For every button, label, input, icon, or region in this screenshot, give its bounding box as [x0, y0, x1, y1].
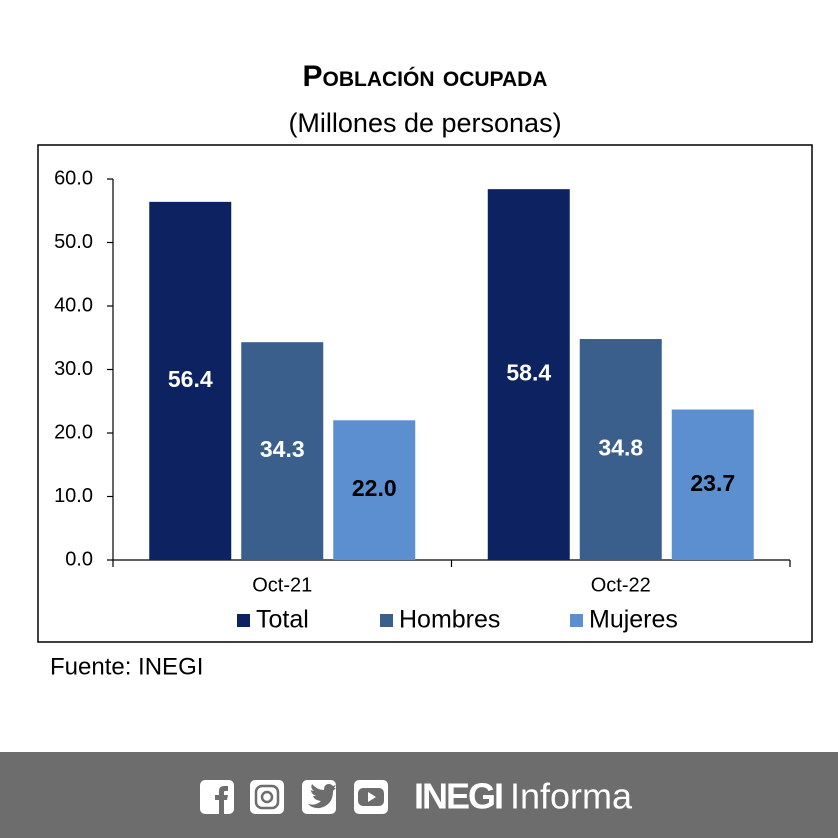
x-tick-label: Oct-21: [252, 574, 312, 596]
y-tick-label: 50.0: [54, 231, 93, 253]
youtube-play: [368, 792, 376, 802]
y-tick-label: 0.0: [65, 548, 93, 570]
bar: [671, 409, 754, 560]
chart-subtitle: (Millones de personas): [288, 108, 561, 138]
bar: [149, 201, 232, 561]
y-tick-label: 30.0: [54, 358, 93, 380]
value-label: 23.7: [690, 470, 735, 496]
bar: [333, 420, 416, 560]
instagram-lens: [260, 790, 274, 804]
legend-label: Total: [256, 606, 309, 634]
source: Fuente: INEGI: [50, 653, 203, 680]
legend-swatch: [237, 614, 250, 627]
footer-band: [0, 752, 838, 838]
y-tick-label: 20.0: [54, 421, 93, 443]
bar: [579, 339, 662, 560]
footer-brand: INEGI: [414, 776, 502, 817]
value-label: 34.8: [598, 435, 643, 461]
value-label: 56.4: [168, 366, 213, 392]
value-label: 58.4: [506, 360, 551, 386]
footer-tagline: Informa: [510, 776, 633, 817]
legend-label: Mujeres: [589, 606, 678, 634]
x-tick-label: Oct-22: [591, 574, 651, 596]
social-icons: [200, 780, 388, 814]
legend-swatch: [380, 614, 393, 627]
value-label: 22.0: [352, 475, 397, 501]
y-tick-label: 40.0: [54, 294, 93, 316]
bar: [241, 342, 324, 560]
y-tick-label: 60.0: [54, 167, 93, 189]
value-label: 34.3: [260, 436, 305, 462]
twitter-glyph: [308, 784, 336, 809]
facebook-glyph: [215, 786, 228, 814]
instagram-glyph: [254, 784, 280, 810]
y-tick-label: 10.0: [54, 485, 93, 507]
legend-swatch: [570, 614, 583, 627]
chart-frame: [37, 144, 813, 643]
legend-label: Hombres: [399, 606, 500, 634]
bar: [487, 189, 570, 560]
chart-title: Población ocupada: [303, 60, 548, 93]
